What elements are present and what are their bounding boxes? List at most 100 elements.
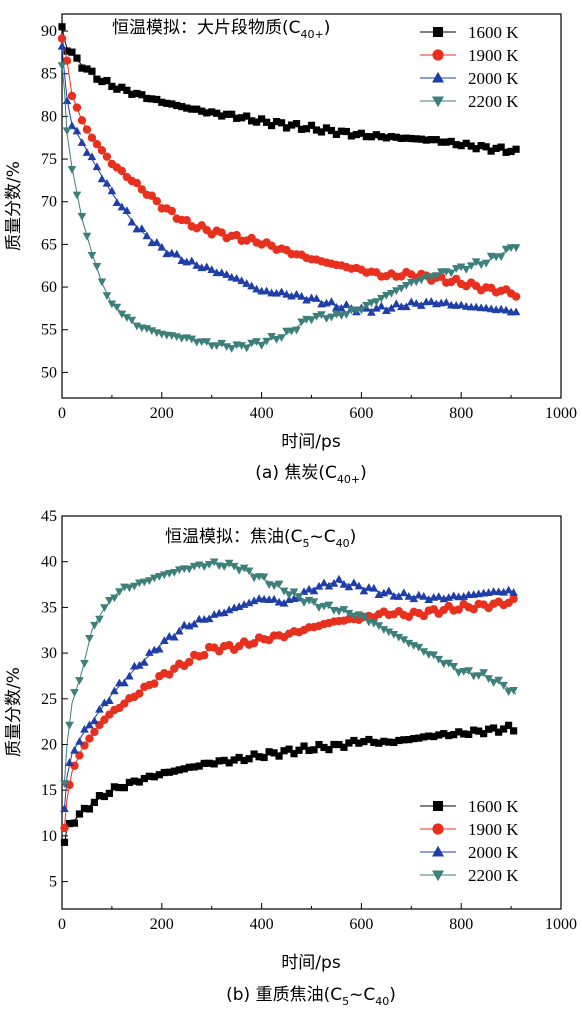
data-point-b-2 — [344, 582, 354, 591]
data-point-b-3 — [369, 619, 379, 628]
data-point-a-0 — [482, 143, 490, 151]
data-point-a-2 — [247, 281, 256, 290]
chart-b-title: 恒温模拟：焦油(C5~C40) — [165, 527, 356, 550]
data-point-b-0 — [445, 731, 453, 740]
data-point-a-0 — [502, 148, 510, 156]
data-point-b-1 — [469, 605, 478, 614]
data-point-a-3 — [62, 127, 72, 136]
data-point-a-1 — [167, 206, 176, 216]
data-point-b-0 — [435, 731, 443, 739]
data-point-b-0 — [275, 752, 283, 760]
data-point-b-3 — [70, 689, 79, 697]
data-point-b-1 — [454, 605, 463, 614]
series-group-b — [60, 558, 518, 846]
data-point-a-3 — [362, 301, 371, 310]
data-point-a-1 — [102, 152, 112, 161]
data-point-b-0 — [475, 727, 483, 735]
x-tick-label-a: 0 — [58, 405, 66, 422]
data-point-b-2 — [204, 614, 214, 623]
data-point-b-3 — [80, 660, 89, 668]
data-point-b-0 — [120, 784, 128, 792]
legend-label-a-1: 1900 K — [468, 46, 519, 65]
data-point-a-2 — [496, 304, 506, 313]
y-tick-label-b: 40 — [41, 554, 57, 571]
data-point-b-0 — [440, 730, 448, 738]
data-point-b-0 — [125, 778, 133, 787]
data-point-a-0 — [193, 105, 201, 113]
data-point-a-3 — [142, 325, 152, 333]
data-point-a-2 — [72, 126, 82, 135]
data-point-a-0 — [357, 129, 365, 137]
data-point-a-2 — [426, 297, 436, 305]
data-point-a-0 — [317, 128, 326, 136]
data-point-b-3 — [224, 559, 234, 568]
data-point-a-1 — [232, 230, 241, 240]
data-point-a-3 — [97, 278, 107, 287]
data-point-b-0 — [470, 726, 478, 734]
data-point-a-0 — [98, 77, 106, 86]
data-point-a-0 — [248, 117, 256, 125]
data-point-a-0 — [163, 99, 171, 107]
data-point-b-2 — [219, 608, 229, 617]
data-point-b-3 — [359, 614, 369, 622]
data-point-b-3 — [199, 563, 209, 571]
data-point-b-2 — [319, 578, 329, 587]
data-point-b-2 — [125, 671, 134, 680]
data-point-a-2 — [192, 261, 202, 269]
data-point-a-1 — [57, 34, 67, 43]
data-point-b-2 — [224, 605, 234, 614]
data-point-a-0 — [387, 132, 395, 141]
chart-b-xlabel: 时间/ps — [281, 953, 341, 973]
legend-marker-a-0 — [433, 27, 443, 37]
data-point-a-0 — [153, 95, 161, 104]
data-point-b-2 — [145, 648, 154, 656]
data-point-a-2 — [177, 256, 187, 264]
data-point-a-0 — [337, 127, 346, 135]
data-point-b-0 — [100, 792, 109, 801]
data-point-b-3 — [154, 573, 164, 581]
data-point-a-3 — [387, 289, 396, 298]
x-tick-label-b: 600 — [349, 916, 373, 933]
x-tick-label-a: 1000 — [545, 405, 577, 422]
data-point-b-3 — [384, 628, 394, 637]
data-point-b-0 — [305, 746, 313, 754]
data-point-a-3 — [257, 342, 266, 350]
data-point-b-3 — [229, 562, 239, 571]
data-point-a-0 — [447, 137, 455, 146]
data-point-b-0 — [360, 738, 368, 746]
data-point-a-2 — [107, 186, 117, 195]
legend-marker-a-1 — [432, 49, 444, 61]
data-point-a-0 — [128, 90, 136, 98]
data-point-a-0 — [467, 142, 475, 150]
data-point-a-2 — [377, 301, 386, 310]
data-point-b-2 — [174, 626, 184, 635]
data-point-a-0 — [78, 64, 86, 72]
data-point-b-0 — [135, 778, 143, 786]
data-point-b-2 — [269, 594, 279, 603]
data-point-a-0 — [118, 83, 126, 91]
data-point-a-2 — [262, 286, 271, 295]
data-point-b-0 — [285, 745, 293, 753]
data-point-b-3 — [354, 611, 364, 620]
data-point-a-2 — [222, 270, 231, 278]
data-point-a-3 — [277, 334, 286, 342]
data-point-b-0 — [60, 838, 69, 846]
data-point-b-3 — [499, 681, 508, 690]
data-point-a-0 — [512, 145, 520, 153]
data-point-b-2 — [379, 588, 389, 597]
data-point-b-0 — [345, 739, 353, 747]
chart-a-caption-end: ) — [360, 463, 367, 483]
chart-b-caption-end: ) — [389, 985, 396, 1005]
data-point-a-3 — [217, 339, 226, 348]
data-point-a-2 — [372, 303, 381, 312]
data-point-a-0 — [432, 136, 440, 144]
data-point-b-2 — [75, 737, 84, 745]
y-tick-label-a: 55 — [41, 322, 57, 339]
data-point-a-3 — [511, 244, 521, 252]
data-point-b-0 — [395, 736, 403, 745]
data-point-b-2 — [349, 578, 359, 587]
data-point-a-0 — [367, 133, 375, 141]
data-point-b-0 — [465, 730, 473, 739]
data-point-a-0 — [477, 142, 485, 150]
data-point-a-3 — [77, 212, 87, 221]
